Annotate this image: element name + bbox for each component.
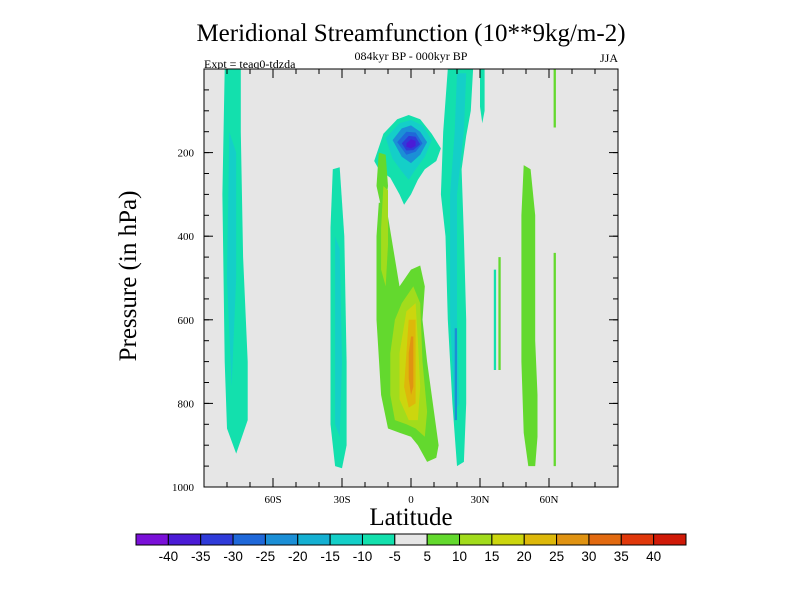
colorbar-label: 40 bbox=[646, 549, 661, 564]
y-tick-label: 800 bbox=[178, 398, 195, 410]
colorbar-swatch bbox=[653, 533, 687, 546]
contour-nh-left-green bbox=[498, 257, 501, 370]
colorbar: -40 -35 -30 -25 -20 -15 -10 -5 5 10 15 20 25 30 35 40 bbox=[135, 533, 687, 564]
x-axis-label: Latitude bbox=[369, 504, 452, 531]
y-tick-label: 1000 bbox=[172, 482, 195, 494]
colorbar-swatch bbox=[200, 533, 234, 546]
y-tick-label: 600 bbox=[178, 315, 195, 327]
colorbar-label: 30 bbox=[581, 549, 596, 564]
colorbar-label: 15 bbox=[484, 549, 499, 564]
x-tick-label: 60N bbox=[540, 494, 559, 506]
colorbar-label: -15 bbox=[320, 549, 340, 564]
contour-nh-upper-strip bbox=[480, 69, 485, 124]
x-tick-label: 30N bbox=[471, 494, 490, 506]
y-axis-label: Pressure (in hPa) bbox=[115, 191, 142, 362]
colorbar-label: -30 bbox=[223, 549, 243, 564]
colorbar-swatch bbox=[556, 533, 590, 546]
contour-nh-midlat-cell bbox=[521, 165, 538, 467]
colorbar-label: -25 bbox=[256, 549, 276, 564]
colorbar-swatch bbox=[329, 533, 363, 546]
y-tick-label: 200 bbox=[178, 148, 195, 160]
colorbar-swatch bbox=[523, 533, 558, 546]
experiment-label: Expt = teaq0-tdzda bbox=[204, 57, 296, 71]
colorbar-label: 35 bbox=[614, 549, 629, 564]
colorbar-swatch bbox=[459, 533, 493, 546]
colorbar-swatch bbox=[426, 533, 461, 546]
x-tick-label: 60S bbox=[264, 494, 281, 506]
contour-nh-upper-thin bbox=[553, 69, 556, 128]
colorbar-label: 5 bbox=[423, 549, 431, 564]
colorbar-swatch bbox=[588, 533, 622, 546]
colorbar-label: -5 bbox=[389, 549, 401, 564]
contour-nh-midlat-thin bbox=[553, 252, 556, 467]
colorbar-label: 25 bbox=[549, 549, 564, 564]
colorbar-label: -40 bbox=[159, 549, 179, 564]
colorbar-label: -10 bbox=[353, 549, 373, 564]
colorbar-swatch bbox=[232, 533, 266, 546]
season-label: JJA bbox=[600, 51, 618, 65]
contour-nh-tropical-column-core2 bbox=[454, 328, 457, 421]
contour-sh-polar-cell-core bbox=[227, 131, 237, 387]
contour-nh-thin-streak bbox=[493, 269, 497, 370]
colorbar-swatch bbox=[491, 533, 525, 546]
contour-equatorial-up-cell-10 bbox=[381, 186, 388, 287]
contour-tropical-upper-cell-m35 bbox=[406, 139, 416, 149]
colorbar-label: -20 bbox=[288, 549, 308, 564]
colorbar-swatch bbox=[135, 533, 169, 546]
colorbar-swatch bbox=[361, 533, 396, 546]
colorbar-label: 20 bbox=[517, 549, 532, 564]
x-tick-label: 30S bbox=[333, 494, 350, 506]
y-tick-label: 400 bbox=[178, 231, 195, 243]
contour-sh-midlat-cell-core bbox=[335, 236, 342, 437]
colorbar-swatch bbox=[394, 533, 428, 546]
x-tick-label: 0 bbox=[408, 494, 414, 506]
colorbar-label: -35 bbox=[191, 549, 211, 564]
plot-area bbox=[204, 69, 618, 487]
colorbar-swatch bbox=[264, 533, 299, 546]
axes: 60S 30S 0 30N 60N 200 400 600 800 1000 bbox=[172, 68, 619, 506]
chart-subtitle: 084kyr BP - 000kyr BP bbox=[355, 49, 468, 63]
colorbar-swatch bbox=[167, 533, 202, 546]
contour-equatorial-up-cell-25 bbox=[408, 336, 414, 395]
contour-nh-tropical-column-core bbox=[450, 73, 467, 412]
chart-title: Meridional Streamfunction (10**9kg/m-2) bbox=[196, 20, 625, 47]
colorbar-swatch bbox=[297, 533, 331, 546]
colorbar-label: 10 bbox=[452, 549, 467, 564]
colorbar-swatch bbox=[620, 533, 655, 546]
